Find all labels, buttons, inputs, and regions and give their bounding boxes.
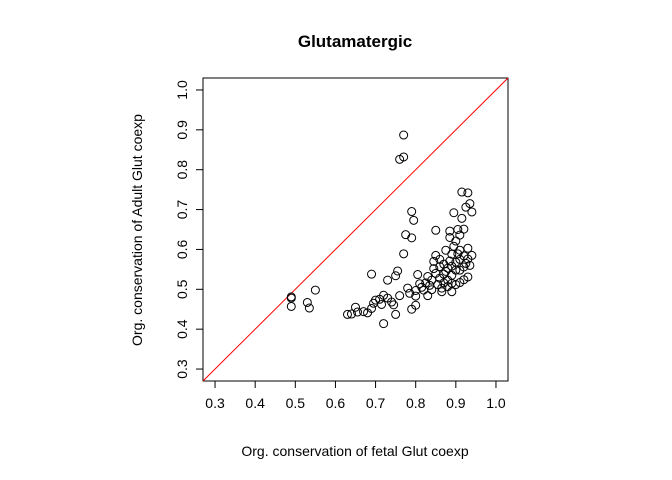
data-point [467, 207, 477, 217]
data-point [451, 236, 461, 246]
data-point [391, 309, 401, 319]
y-axis-label: Org. conservation of Adult Glut coexp [129, 114, 145, 346]
data-point [407, 207, 417, 217]
y-tick-label: 1.0 [174, 80, 190, 100]
data-point [286, 292, 296, 302]
data-point [387, 297, 397, 307]
y-tick-label: 0.3 [174, 359, 190, 379]
data-point [437, 283, 447, 293]
data-point [353, 307, 363, 317]
data-point [351, 302, 360, 312]
data-point [302, 297, 312, 307]
data-point [393, 266, 403, 276]
data-point [367, 303, 377, 313]
plot-frame [202, 77, 509, 382]
axis-ticks: 0.3 0.4 0.5 0.6 0.7 0.8 0.9 1.0 0.3 0.4 0.5 0.6 0.7 0… [174, 80, 506, 411]
y-tick-label: 0.7 [174, 200, 190, 220]
data-point [304, 303, 314, 313]
data-point [399, 249, 409, 259]
data-point [455, 230, 465, 240]
data-point [431, 225, 441, 235]
data-point [405, 288, 415, 298]
data-point [449, 208, 459, 218]
data-point [447, 287, 457, 297]
data-point [401, 230, 411, 240]
data-point [359, 307, 369, 317]
data-point [445, 256, 455, 266]
data-point [391, 271, 401, 281]
y-tick-label: 0.4 [174, 319, 190, 339]
identity-line [202, 77, 509, 382]
data-point [457, 187, 467, 197]
y-tick-label: 0.9 [174, 120, 190, 140]
x-tick-label: 0.9 [446, 395, 466, 411]
data-point [459, 224, 469, 234]
x-tick-label: 0.6 [326, 395, 346, 411]
data-point [437, 287, 447, 297]
data-point [441, 245, 451, 255]
data-point [411, 300, 421, 310]
data-point [286, 301, 296, 311]
y-tick-label: 0.5 [174, 279, 190, 299]
data-point [409, 215, 419, 225]
data-point [383, 275, 393, 285]
data-point [395, 291, 405, 301]
points-layer [286, 130, 477, 329]
data-point [423, 291, 433, 301]
x-tick-label: 1.0 [486, 395, 506, 411]
x-tick-label: 0.3 [205, 395, 225, 411]
data-point [389, 300, 399, 310]
y-tick-label: 0.8 [174, 160, 190, 180]
data-point [463, 272, 473, 282]
x-tick-label: 0.4 [245, 395, 265, 411]
data-point [367, 269, 377, 279]
data-point [465, 260, 475, 270]
data-point [463, 243, 473, 253]
data-point [403, 283, 413, 293]
data-point [399, 130, 409, 140]
chart-title: Glutamatergic [298, 32, 412, 51]
data-point [429, 256, 439, 266]
data-point [457, 213, 467, 223]
data-point [463, 188, 473, 198]
data-point [429, 264, 439, 274]
data-point [377, 299, 387, 309]
data-point [467, 250, 477, 260]
data-point [371, 295, 381, 305]
x-axis-label: Org. conservation of fetal Glut coexp [241, 443, 468, 459]
x-tick-label: 0.8 [406, 395, 426, 411]
data-point [407, 233, 417, 243]
data-point [449, 241, 459, 251]
data-point [465, 199, 475, 209]
data-point [411, 291, 421, 301]
data-point [453, 225, 463, 234]
data-point [399, 152, 409, 162]
x-tick-label: 0.5 [286, 395, 306, 411]
data-point [346, 309, 356, 319]
data-point [427, 285, 437, 295]
y-tick-label: 0.6 [174, 239, 190, 259]
x-tick-label: 0.7 [366, 395, 386, 411]
data-point [379, 319, 389, 329]
data-point [310, 285, 320, 295]
data-point [342, 309, 352, 319]
data-point [413, 270, 423, 280]
